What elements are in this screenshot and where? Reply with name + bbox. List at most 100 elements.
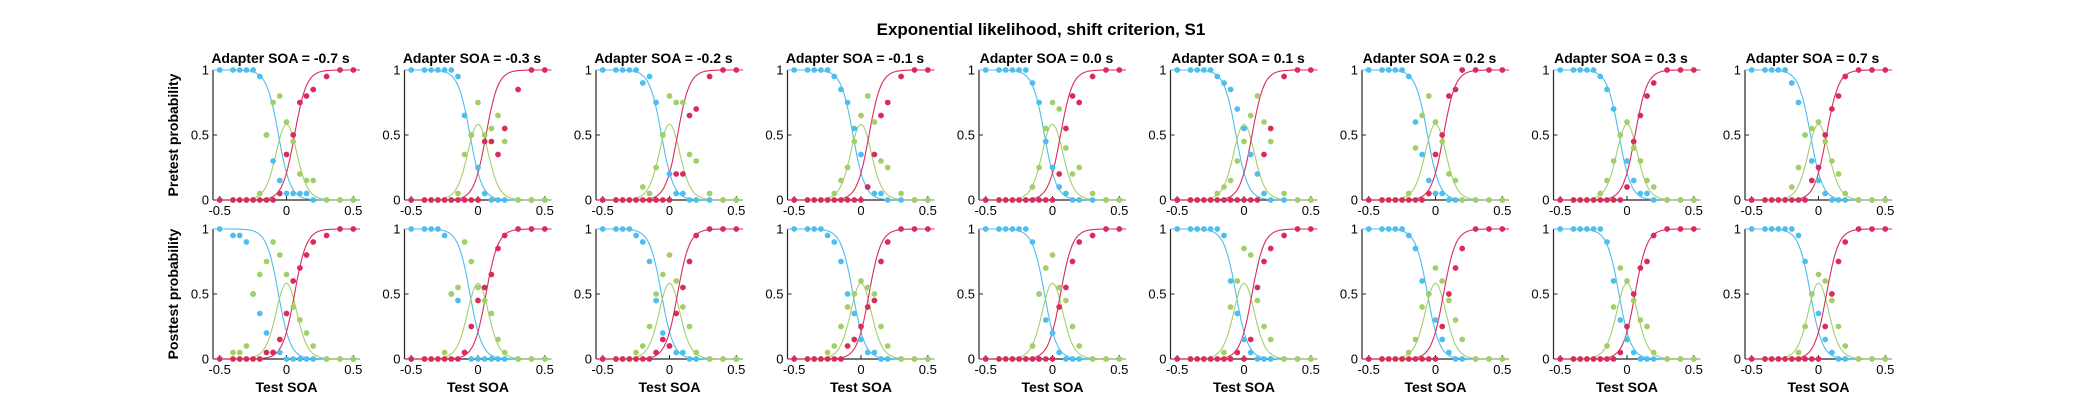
red-data-point: [310, 239, 317, 245]
panel-title: Adapter SOA = 0.3 s: [1554, 50, 1688, 66]
blue-data-point: [811, 226, 818, 232]
blue-data-point: [1241, 125, 1247, 132]
red-data-point: [1577, 197, 1584, 203]
red-data-point: [421, 356, 428, 362]
green-data-point: [1281, 190, 1287, 197]
blue-data-point: [1419, 151, 1425, 158]
blue-data-point: [1439, 190, 1446, 197]
green-data-point: [1499, 356, 1506, 362]
green-data-point: [1690, 197, 1697, 203]
green-data-point: [1294, 197, 1301, 203]
blue-data-point: [1815, 177, 1822, 184]
red-data-point: [720, 67, 726, 73]
green-data-point: [1882, 356, 1889, 362]
blue-data-point: [455, 73, 461, 80]
y-tick-label: 0.5: [1723, 287, 1741, 302]
red-data-point: [1439, 132, 1446, 138]
blue-data-point: [804, 226, 811, 232]
blue-data-point: [428, 67, 435, 73]
green-data-point: [441, 349, 448, 356]
red-data-point: [1882, 67, 1889, 73]
red-data-point: [864, 304, 871, 310]
red-data-point: [1604, 356, 1610, 362]
y-tick-label: 0: [1351, 352, 1358, 367]
red-data-point: [824, 197, 831, 203]
panel-r1-c5: Adapter SOA = 0.0 s00.51-0.5 0 0.5: [957, 50, 1128, 218]
y-tick-label: 0.5: [1531, 128, 1549, 143]
green-data-point: [276, 252, 283, 258]
blue-data-point: [871, 349, 878, 356]
blue-data-point: [481, 356, 488, 362]
red-data-point: [475, 197, 481, 203]
blue-data-point: [1822, 336, 1829, 343]
red-data-point: [1307, 226, 1314, 232]
blue-data-point: [1056, 184, 1063, 190]
red-data-point: [1815, 164, 1822, 171]
panel-r1-c7: Adapter SOA = 0.2 s00.51-0.5 0 0.5: [1340, 50, 1511, 218]
blue-data-point: [1254, 356, 1261, 362]
x-tick-label: -0.5: [1549, 203, 1571, 218]
blue-data-point: [1267, 197, 1274, 203]
blue-data-point: [488, 197, 495, 203]
green-data-point: [871, 119, 878, 125]
blue-data-point: [599, 67, 606, 73]
green-fit-curve: [1362, 123, 1509, 201]
x-tick-label: -0.5: [1740, 362, 1762, 377]
red-data-point: [831, 197, 838, 203]
red-data-point: [1103, 67, 1109, 73]
red-data-point: [844, 197, 851, 203]
red-data-point: [1630, 291, 1637, 297]
panel-title: Adapter SOA = 0.2 s: [1363, 50, 1497, 66]
red-data-point: [1187, 197, 1194, 203]
blue-data-point: [673, 349, 680, 356]
red-data-point: [633, 356, 639, 362]
blue-data-point: [1768, 67, 1775, 73]
red-data-point: [1241, 356, 1247, 362]
blue-data-point: [1036, 99, 1042, 106]
blue-data-point: [310, 356, 317, 362]
green-data-point: [1802, 323, 1808, 330]
red-data-point: [250, 356, 256, 362]
green-data-point: [1802, 132, 1808, 138]
blue-data-point: [824, 232, 831, 239]
green-data-point: [1677, 356, 1684, 362]
green-data-point: [283, 119, 290, 125]
blue-data-point: [1405, 232, 1412, 239]
blue-data-point: [1049, 330, 1056, 336]
blue-data-point: [831, 239, 838, 245]
y-tick-label: 0: [1734, 193, 1741, 208]
blue-data-point: [1261, 356, 1267, 362]
red-data-point: [323, 73, 330, 80]
green-data-point: [884, 164, 891, 171]
green-data-point: [1842, 190, 1849, 197]
green-data-point: [303, 177, 310, 184]
green-data-point: [1307, 197, 1314, 203]
green-data-point: [1254, 297, 1261, 304]
green-data-point: [1855, 197, 1862, 203]
blue-data-point: [1446, 349, 1452, 356]
red-data-point: [1842, 73, 1849, 80]
green-data-point: [884, 343, 891, 349]
red-data-point: [884, 99, 891, 106]
green-data-point: [1076, 343, 1083, 349]
blue-data-point: [1042, 138, 1049, 145]
green-fit-curve: [1170, 282, 1318, 360]
red-data-point: [1452, 86, 1459, 93]
blue-data-point: [1076, 197, 1083, 203]
red-fit-curve: [979, 228, 1126, 360]
red-data-point: [1472, 67, 1479, 73]
red-data-point: [1254, 284, 1261, 291]
y-tick-label: 0.5: [1340, 128, 1358, 143]
blue-data-point: [1808, 158, 1815, 164]
blue-data-point: [639, 239, 646, 245]
x-tick-label: -0.5: [1549, 362, 1571, 377]
green-data-point: [1815, 119, 1822, 125]
green-data-point: [1069, 171, 1076, 177]
blue-data-point: [1748, 226, 1755, 232]
row-label-pretest: Pretest probability: [165, 73, 181, 196]
red-data-point: [851, 336, 858, 343]
y-tick-label: 1: [202, 63, 209, 78]
green-data-point: [1795, 349, 1802, 356]
red-data-point: [1069, 258, 1076, 265]
